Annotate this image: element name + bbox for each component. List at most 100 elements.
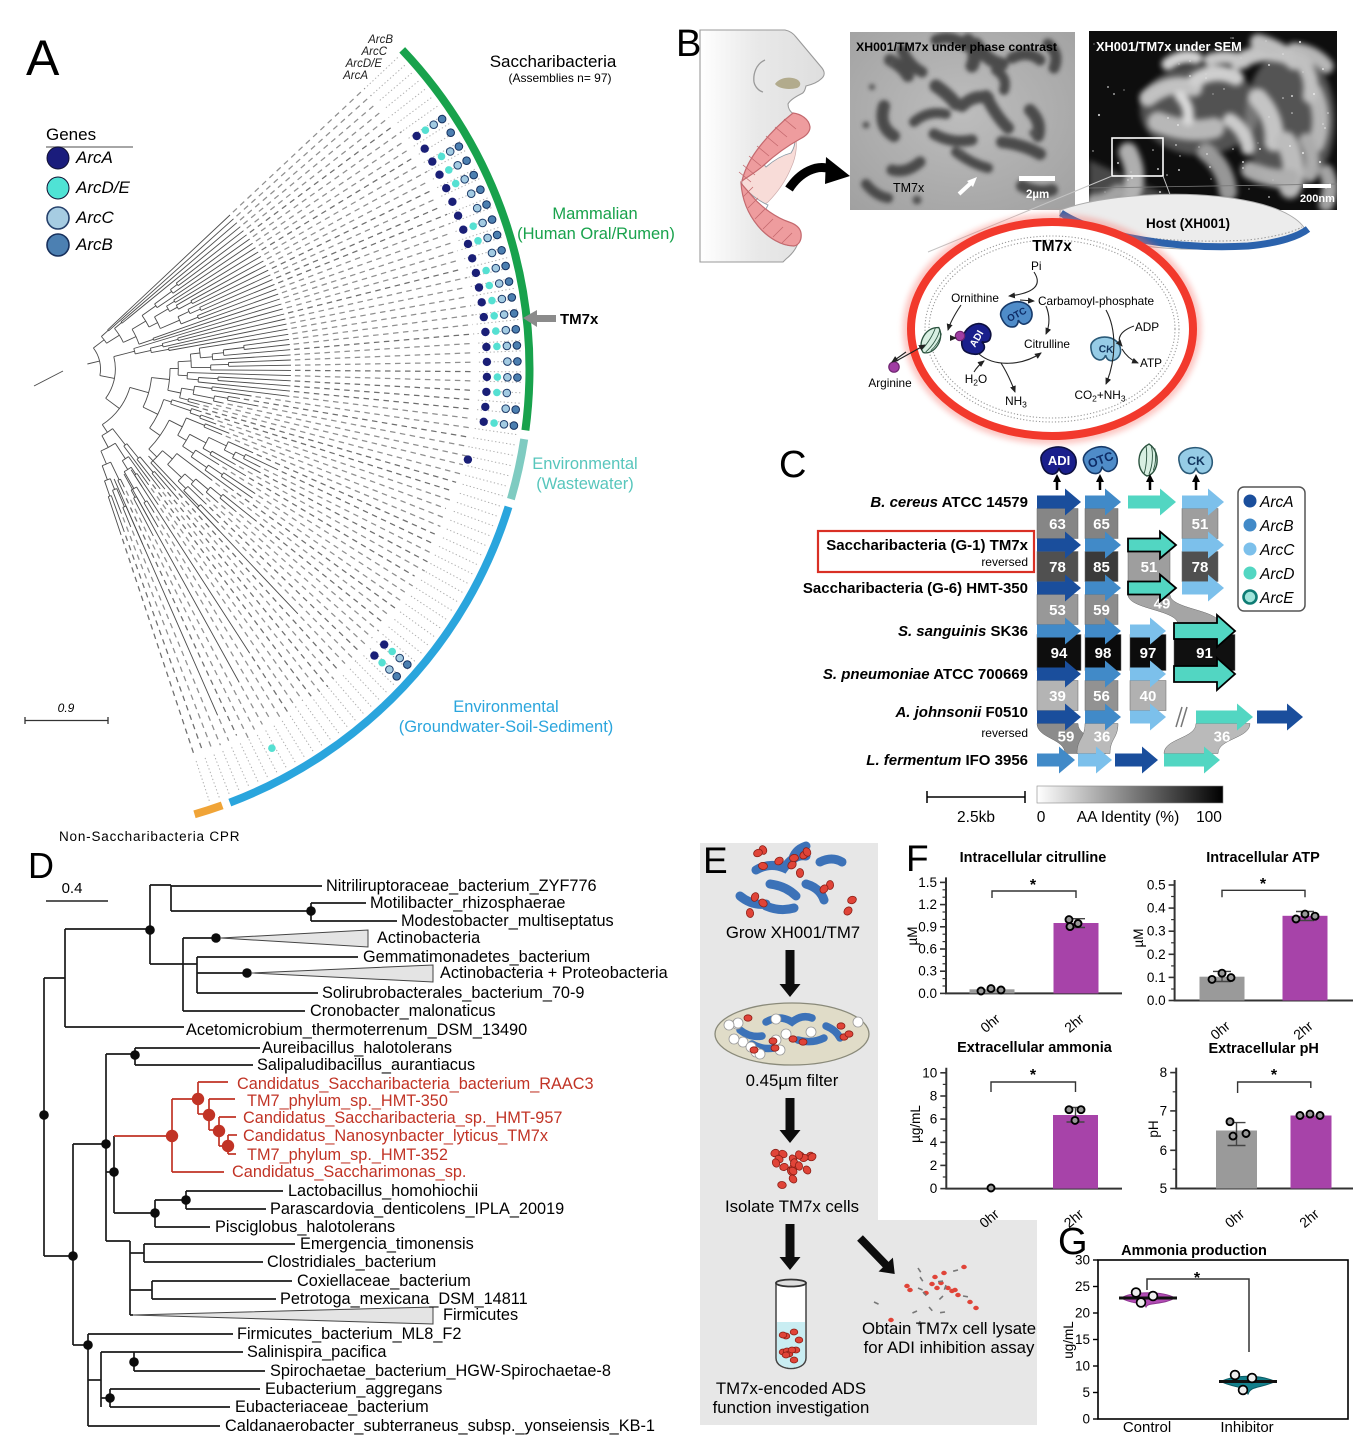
svg-text:Saccharibacteria (G-6) HMT-350: Saccharibacteria (G-6) HMT-350 [803,580,1028,597]
svg-text:Arginine: Arginine [868,376,912,390]
svg-text:E: E [703,840,728,881]
svg-text:Coxiellaceae_bacterium: Coxiellaceae_bacterium [297,1272,471,1290]
svg-text:CK: CK [1098,344,1114,356]
svg-text:ArcC: ArcC [1259,542,1295,559]
svg-text:6: 6 [1160,1143,1168,1158]
svg-text:51: 51 [1192,516,1209,533]
svg-text:Mammalian: Mammalian [552,205,637,223]
svg-text:ADP: ADP [1135,320,1159,334]
svg-text:B. cereus ATCC 14579: B. cereus ATCC 14579 [870,494,1028,511]
svg-text:59: 59 [1058,729,1075,746]
svg-text:Extracellular ammonia: Extracellular ammonia [957,1040,1113,1056]
svg-text:reversed: reversed [981,726,1028,740]
svg-text:Acetomicrobium_thermoterrenum_: Acetomicrobium_thermoterrenum_DSM_13490 [186,1021,527,1039]
svg-text:0.9: 0.9 [58,701,75,715]
svg-text:Environmental: Environmental [453,698,558,716]
svg-text:Saccharibacteria (G-1) TM7x: Saccharibacteria (G-1) TM7x [826,537,1028,554]
svg-text:Gemmatimonadetes_bacterium: Gemmatimonadetes_bacterium [363,948,590,966]
svg-text:S. sanguinis SK36: S. sanguinis SK36 [898,623,1028,640]
svg-text:reversed: reversed [981,555,1028,569]
svg-text:0: 0 [1037,809,1046,826]
svg-text:ug/mL: ug/mL [1061,1321,1076,1359]
svg-text:Actinobacteria: Actinobacteria [377,929,481,947]
svg-text:µg/mL: µg/mL [908,1105,923,1143]
svg-text:Control: Control [1123,1419,1171,1436]
svg-text:TM7x: TM7x [560,311,599,328]
svg-text:0.9: 0.9 [918,919,937,934]
svg-text:Caldanaerobacter_subterraneus_: Caldanaerobacter_subterraneus_subsp._yon… [225,1417,655,1435]
svg-text:200nm: 200nm [1300,193,1335,205]
svg-text:51: 51 [1141,559,1158,576]
svg-text:B: B [676,23,701,65]
svg-text:65: 65 [1093,516,1110,533]
svg-text:XH001/TM7x under SEM: XH001/TM7x under SEM [1096,39,1242,54]
svg-text:91: 91 [1196,645,1213,662]
svg-text:Candidatus_Saccharibacteria_sp: Candidatus_Saccharibacteria_sp._HMT-957 [243,1109,562,1127]
svg-text:ArcD/E: ArcD/E [75,178,131,197]
svg-text:*: * [1030,877,1037,894]
svg-text:0.45µm filter: 0.45µm filter [746,1071,839,1090]
svg-text:40: 40 [1140,688,1157,705]
svg-text:59: 59 [1093,602,1110,619]
svg-text:25: 25 [1075,1279,1090,1294]
svg-text:ArcE: ArcE [1259,590,1294,607]
svg-text:Solirubrobacterales_bacterium_: Solirubrobacterales_bacterium_70-9 [322,984,584,1002]
svg-text:7: 7 [1160,1103,1168,1118]
svg-text:Salipaludibacillus_aurantiacus: Salipaludibacillus_aurantiacus [257,1056,475,1074]
svg-text:Candidatus_Saccharimonas_sp.: Candidatus_Saccharimonas_sp. [232,1163,466,1181]
svg-text:ArcD: ArcD [1259,566,1294,583]
svg-text:Salinispira_pacifica: Salinispira_pacifica [247,1343,387,1361]
svg-text:0.3: 0.3 [1147,924,1166,939]
svg-text:Isolate TM7x cells: Isolate TM7x cells [725,1197,859,1216]
svg-text:Firmicutes: Firmicutes [443,1306,518,1324]
svg-text:1.2: 1.2 [918,897,937,912]
svg-text:36: 36 [1214,729,1231,746]
svg-text:ArcC: ArcC [360,46,387,58]
svg-text:H2O: H2O [965,372,987,388]
svg-text:98: 98 [1095,645,1112,662]
svg-text:Actinobacteria + Proteobacteri: Actinobacteria + Proteobacteria [440,964,669,982]
svg-text:A. johnsonii F0510: A. johnsonii F0510 [894,704,1028,721]
svg-text:5: 5 [1082,1385,1090,1400]
svg-text:Intracellular citrulline: Intracellular citrulline [960,850,1107,866]
svg-text:*: * [1194,1270,1201,1287]
svg-text:*: * [1030,1067,1037,1084]
svg-text:Firmicutes_bacterium_ML8_F2: Firmicutes_bacterium_ML8_F2 [237,1325,461,1343]
svg-text:5: 5 [1160,1181,1168,1196]
svg-text:Carbamoyl-phosphate: Carbamoyl-phosphate [1038,294,1155,308]
svg-text:0.1: 0.1 [1147,970,1166,985]
svg-text:85: 85 [1093,559,1110,576]
svg-text:(Assemblies n= 97): (Assemblies n= 97) [508,71,611,85]
svg-text:ADI: ADI [1048,453,1070,468]
svg-text:AA Identity (%): AA Identity (%) [1077,809,1180,826]
svg-text:Pisciglobus_halotolerans: Pisciglobus_halotolerans [215,1218,395,1236]
svg-text:TM7x: TM7x [893,181,925,195]
svg-text:Modestobacter_multiseptatus: Modestobacter_multiseptatus [401,912,614,930]
svg-text:2: 2 [930,1158,938,1173]
svg-text:49: 49 [1154,596,1171,613]
svg-text:(Wastewater): (Wastewater) [536,475,634,493]
svg-text:Spirochaetae_bacterium_HGW-Spi: Spirochaetae_bacterium_HGW-Spirochaetae-… [270,1362,611,1380]
svg-text:µM: µM [1131,928,1146,947]
svg-text:Ammonia production: Ammonia production [1121,1243,1267,1259]
svg-text:ArcA: ArcA [75,148,113,167]
svg-text:1.5: 1.5 [918,875,937,890]
svg-text:D: D [28,845,54,886]
svg-text:ArcA: ArcA [342,70,368,82]
svg-text:10: 10 [1075,1359,1090,1374]
svg-text:36: 36 [1094,729,1111,746]
svg-text:Petrotoga_mexicana_DSM_14811: Petrotoga_mexicana_DSM_14811 [280,1290,528,1308]
svg-text:function investigation: function investigation [713,1398,870,1417]
svg-text:TM7x: TM7x [1032,238,1072,255]
svg-text:30: 30 [1075,1253,1090,1268]
svg-text:Genes: Genes [46,125,96,144]
svg-text:Pi: Pi [1031,259,1042,273]
svg-text:Saccharibacteria: Saccharibacteria [490,52,617,71]
svg-text:ArcB: ArcB [75,235,113,254]
svg-text:(Groundwater-Soil-Sediment): (Groundwater-Soil-Sediment) [399,718,614,736]
svg-text:Inhibitor: Inhibitor [1220,1419,1273,1436]
svg-text:NH3: NH3 [1005,394,1027,410]
svg-text:Extracellular pH: Extracellular pH [1208,1041,1318,1057]
svg-text:Emergencia_timonensis: Emergencia_timonensis [300,1235,474,1253]
svg-text:0: 0 [930,1181,938,1196]
